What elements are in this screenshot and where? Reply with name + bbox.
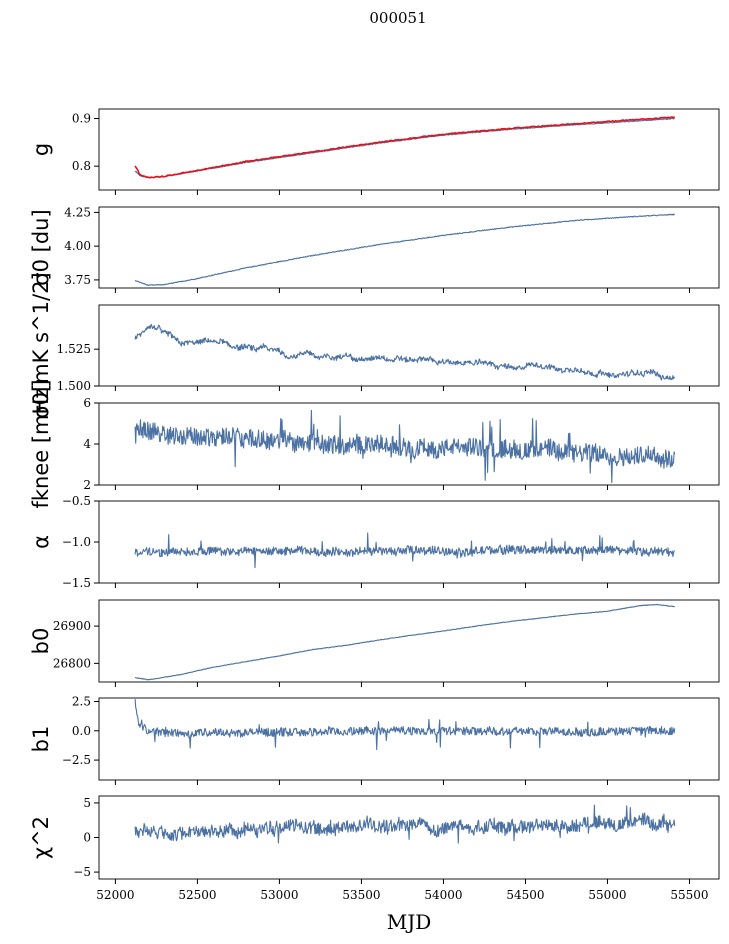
ytick-label-alpha: −1.0 — [62, 535, 91, 549]
ytick-label-alpha: −1.5 — [62, 576, 91, 590]
ytick-label-b1: 0.0 — [72, 724, 91, 738]
axes-frame-sigma0_du — [98, 206, 720, 289]
ytick-label-chi2: 0 — [83, 831, 91, 845]
xtick-label: 53500 — [342, 888, 380, 902]
ylabel-chi2: χ^2 — [29, 816, 53, 859]
axes-frame-g — [98, 108, 720, 191]
xtick-label: 55000 — [588, 888, 626, 902]
panel-b1: −2.5 0.0 2.5 b1 — [29, 695, 720, 785]
axes-frame-alpha — [98, 500, 720, 584]
ytick-label-alpha: −0.5 — [62, 494, 91, 508]
series-alpha — [134, 532, 676, 569]
ytick-label-sigma0_mK: 1.525 — [57, 342, 91, 356]
ylabel-sigma0_mK: σ0[mK s^1/2] — [29, 272, 53, 418]
series-b0 — [134, 603, 676, 681]
ytick-label-b1: 2.5 — [72, 695, 91, 709]
ytick-label-b0: 26900 — [53, 619, 91, 633]
series-g — [134, 117, 675, 179]
ylabel-g: g — [29, 143, 53, 156]
series-sigma0_du — [134, 213, 676, 287]
xtick-label: 55500 — [670, 888, 708, 902]
ylabel-sigma0_du: σ0 [du] — [29, 209, 53, 285]
ylabel-b1: b1 — [29, 726, 53, 753]
panel-chi2: −5 0 5 52000 52500 53000 53500 54000 54500 55000 5… — [29, 795, 720, 902]
panel-sigma0_du: 3.75 4.00 4.25 σ0 [du] — [29, 205, 720, 293]
xtick-label: 53000 — [260, 888, 298, 902]
ytick-label-chi2: −5 — [73, 865, 91, 879]
ylabel-alpha: α — [29, 535, 53, 549]
xtick-label: 52500 — [178, 888, 216, 902]
ytick-label-g: 0.8 — [72, 159, 91, 173]
ytick-label-chi2: 5 — [83, 796, 91, 810]
ylabel-fknee: fknee [mHz] — [29, 379, 53, 508]
axes-frame-b1 — [98, 697, 720, 781]
xtick-label: 54000 — [424, 888, 462, 902]
x-axis-label: MJD — [387, 910, 432, 934]
ytick-label-b1: −2.5 — [62, 753, 91, 767]
ytick-label-b0: 26800 — [53, 656, 91, 670]
panel-alpha: −1.5 −1.0 −0.5 α — [29, 494, 720, 590]
series-sigma0_mK — [134, 323, 676, 381]
panel-fknee: 2 4 6 fknee [mHz] — [29, 379, 720, 509]
ytick-label-sigma0_du: 4.25 — [64, 205, 91, 219]
ytick-label-sigma0_du: 3.75 — [64, 273, 91, 287]
ytick-label-sigma0_mK: 1.500 — [57, 379, 91, 393]
ytick-label-g: 0.9 — [72, 112, 91, 126]
figure-title: 000051 — [369, 9, 426, 27]
axes-frame-sigma0_mK — [98, 304, 720, 387]
ytick-label-fknee: 6 — [83, 396, 91, 410]
series-fknee — [134, 409, 676, 484]
xtick-label: 52000 — [96, 888, 134, 902]
series-b1 — [134, 699, 676, 751]
ytick-label-fknee: 4 — [83, 437, 91, 451]
ytick-label-sigma0_du: 4.00 — [64, 239, 91, 253]
ylabel-b0: b0 — [29, 628, 53, 655]
axes-frame-b0 — [98, 599, 720, 683]
xtick-label: 54500 — [506, 888, 544, 902]
panel-sigma0_mK: 1.500 1.525 σ0[mK s^1/2] — [29, 272, 720, 419]
panel-g: 0.8 0.9 g — [29, 108, 720, 195]
ytick-label-fknee: 2 — [83, 478, 91, 492]
series-chi2 — [134, 804, 676, 844]
series-g_fit — [134, 116, 675, 179]
